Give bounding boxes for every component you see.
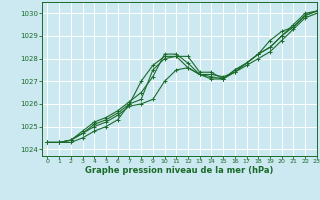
X-axis label: Graphe pression niveau de la mer (hPa): Graphe pression niveau de la mer (hPa) xyxy=(85,166,273,175)
